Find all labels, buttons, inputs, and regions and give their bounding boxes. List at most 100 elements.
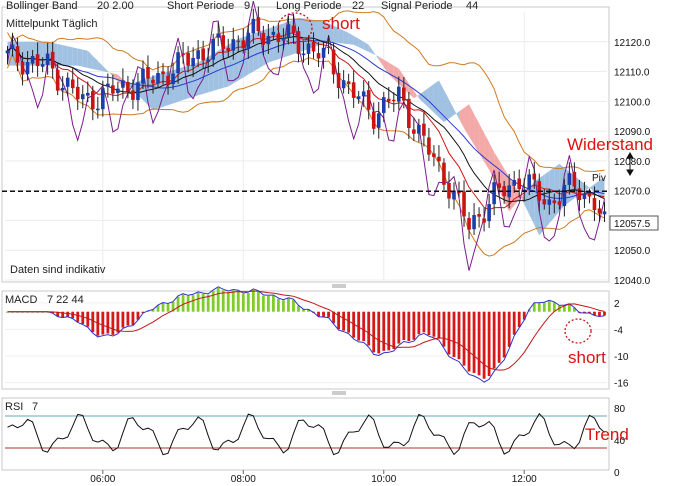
macd-bar	[71, 311, 75, 319]
candle-body	[351, 82, 356, 98]
macd-bar	[126, 311, 130, 326]
macd-panel-frame	[1, 290, 610, 390]
candle-body	[336, 72, 341, 88]
legend-bollinger-name: Bollinger Band	[6, 0, 78, 12]
candle-body	[301, 53, 306, 56]
cloud-segment	[203, 56, 209, 94]
macd-bar	[216, 288, 220, 312]
candle-body	[131, 90, 135, 100]
candle-body	[181, 53, 185, 55]
macd-bar	[282, 300, 285, 312]
candle-body	[447, 183, 451, 199]
price-candles	[5, 6, 607, 240]
macd-bar	[116, 311, 120, 333]
candle-body	[121, 80, 125, 88]
macd-bar	[136, 311, 140, 320]
cloud-segment	[268, 26, 274, 63]
candle-body	[161, 71, 165, 75]
candle-body	[602, 211, 607, 215]
macd-bar	[402, 311, 406, 341]
cloud-segment	[474, 113, 480, 154]
macd-bar	[181, 294, 185, 312]
macd-bar	[332, 311, 335, 324]
macd-bar	[271, 295, 275, 312]
annotation-short-price: short	[322, 14, 360, 33]
candle-body	[306, 43, 311, 54]
candle-body	[331, 49, 336, 75]
candle-body	[45, 53, 50, 65]
purple-indicator-line	[7, 0, 605, 271]
cloud-segment	[328, 23, 334, 43]
candle-body	[80, 94, 85, 100]
candle-body	[572, 171, 577, 187]
candle-body	[126, 82, 130, 92]
macd-bar	[61, 311, 65, 318]
candle-body	[487, 204, 491, 222]
long-ma-line	[7, 40, 605, 199]
candle-body	[452, 190, 456, 200]
candle-body	[371, 111, 376, 129]
candle-body	[60, 87, 65, 91]
annotation-trend: Trend	[585, 425, 629, 444]
cloud-segment	[188, 64, 194, 99]
candle-body	[231, 39, 236, 51]
cloud-segment	[479, 123, 485, 162]
cloud-segment	[97, 60, 103, 72]
candle-body	[166, 75, 170, 85]
macd-bar	[387, 311, 391, 351]
macd-bar	[131, 311, 135, 325]
candle-body	[462, 191, 466, 217]
macd-bar	[452, 311, 456, 358]
candle-body	[407, 98, 411, 129]
price-legend: Bollinger Band 20 2.00 Short Periode 9 L…	[6, 0, 478, 276]
macd-lines	[7, 286, 605, 383]
macd-bar	[532, 303, 536, 312]
cloud-segment	[198, 59, 204, 96]
candle-body	[191, 57, 195, 67]
rsi-title: RSI	[5, 401, 23, 413]
cloud-segment	[408, 83, 414, 99]
cloud-segment	[273, 25, 279, 61]
cloud-segment	[464, 104, 470, 137]
macd-bar	[517, 311, 521, 328]
cloud-segment	[494, 151, 500, 191]
macd-bar	[26, 311, 29, 313]
macd-bar	[206, 294, 210, 312]
candle-body	[221, 35, 226, 49]
price-y-tick-label: 12040.0	[614, 276, 651, 287]
cloud-segment	[67, 46, 73, 66]
candle-body	[592, 198, 597, 211]
macd-y-tick-label: -4	[614, 325, 623, 336]
pivot-label: Piv	[592, 173, 606, 184]
cloud-segment	[584, 183, 590, 192]
cloud-segment	[333, 25, 339, 43]
price-y-tick-label: 12050.0	[614, 246, 651, 257]
cloud-segment	[228, 41, 234, 87]
cloud-segment	[72, 47, 78, 66]
macd-bar	[347, 311, 351, 333]
macd-bar	[583, 311, 586, 313]
macd-bar	[352, 311, 356, 338]
cloud-segment	[589, 184, 595, 192]
cloud-segment	[102, 66, 108, 73]
candle-body	[151, 79, 155, 84]
macd-bar	[603, 311, 606, 316]
cloud-segment	[443, 90, 449, 123]
cloud-segment	[208, 53, 214, 93]
candle-body	[30, 55, 35, 64]
candle-body	[542, 199, 547, 205]
candle-body	[512, 180, 516, 186]
macd-bar	[297, 305, 300, 312]
macd-bar	[432, 311, 436, 337]
cloud-segment	[368, 44, 374, 55]
candle-body	[386, 98, 391, 102]
legend-signal-params: 44	[466, 0, 478, 12]
macd-bar	[251, 289, 255, 312]
macd-bar	[462, 311, 466, 366]
candle-body	[482, 218, 486, 223]
scroll-handle-1[interactable]	[332, 284, 346, 288]
rsi-params: 7	[32, 401, 38, 413]
macd-bar	[81, 311, 85, 325]
note-label: Daten sind indikativ	[10, 264, 106, 276]
scroll-handle-2[interactable]	[332, 391, 346, 395]
